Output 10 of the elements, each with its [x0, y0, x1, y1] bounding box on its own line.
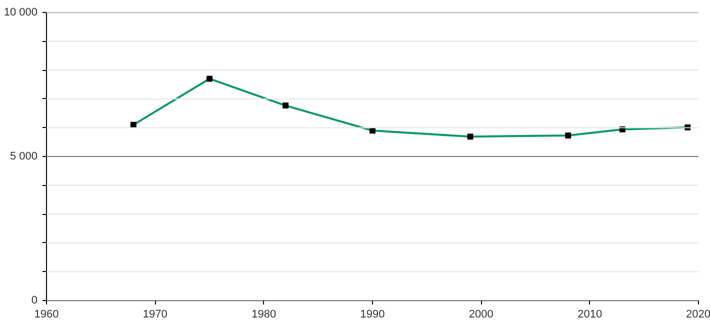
y-tick-label: 0	[31, 294, 38, 306]
x-tick-label: 1980	[252, 308, 276, 320]
x-tick-label: 2010	[578, 308, 602, 320]
x-tick-label: 1990	[360, 308, 385, 320]
x-tick-label: 1960	[34, 308, 59, 320]
x-tick-label: 2020	[686, 308, 710, 320]
y-tick-label: 10 000	[4, 6, 38, 18]
x-tick-label: 2000	[468, 308, 494, 320]
x-tick-label: 1970	[142, 308, 168, 320]
y-tick-label: 5 000	[10, 150, 38, 162]
